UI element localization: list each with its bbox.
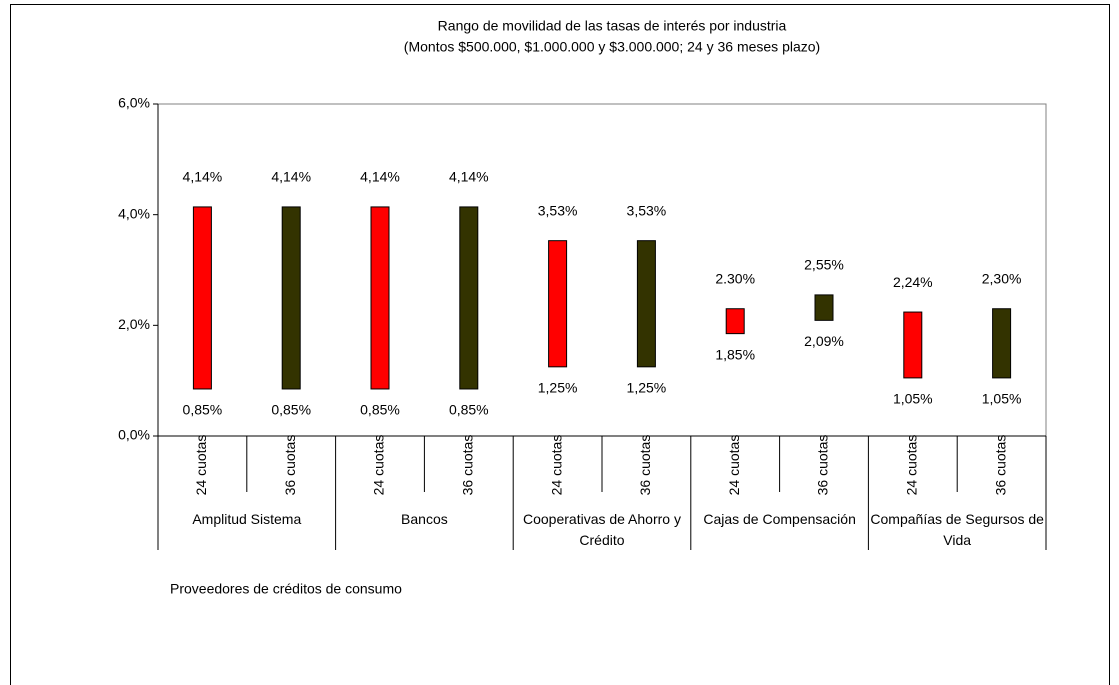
range-bar — [636, 240, 656, 368]
low-label: 1,25% — [538, 380, 578, 396]
group-label: Amplitud Sistema — [192, 511, 302, 527]
range-bar — [992, 308, 1012, 379]
x-tick-label: 36 cuotas — [992, 435, 1008, 496]
x-tick-label: 36 cuotas — [282, 435, 298, 496]
range-bar — [281, 206, 301, 390]
group-label: Compañías de Segursos de Vida — [870, 511, 1044, 548]
group-label: Cajas de Compensación — [703, 511, 856, 527]
x-tick-label: 36 cuotas — [815, 435, 831, 496]
group-label-box: Cooperativas de Ahorro y Crédito — [522, 511, 681, 548]
range-bar — [370, 206, 390, 390]
range-bar — [459, 206, 479, 390]
y-tick-label: 0,0% — [118, 427, 150, 443]
group-label: Cooperativas de Ahorro y Crédito — [522, 511, 681, 548]
high-label: 3,53% — [627, 202, 667, 218]
low-label: 1,25% — [627, 380, 667, 396]
high-label: 4,14% — [449, 169, 489, 185]
low-label: 0,85% — [449, 402, 489, 418]
low-label: 1,05% — [982, 391, 1022, 407]
range-bar — [192, 206, 212, 390]
group-label-box: Bancos — [401, 511, 448, 527]
group-label-box: Amplitud Sistema — [192, 511, 302, 527]
x-tick-label: 24 cuotas — [904, 435, 920, 496]
range-bar — [548, 240, 568, 368]
low-label: 2,09% — [804, 333, 844, 349]
x-tick-label: 24 cuotas — [548, 435, 564, 496]
high-label: 2,30% — [982, 270, 1022, 286]
high-label: 2.30% — [715, 270, 755, 286]
group-label-box: Compañías de Segursos de Vida — [870, 511, 1044, 548]
range-bar — [725, 308, 745, 335]
x-tick-label: 24 cuotas — [726, 435, 742, 496]
high-label: 2,55% — [804, 257, 844, 273]
high-label: 2,24% — [893, 274, 933, 290]
y-tick-label: 2,0% — [118, 316, 150, 332]
high-label: 4,14% — [360, 169, 400, 185]
group-label-box: Cajas de Compensación — [703, 511, 856, 527]
low-label: 0,85% — [183, 402, 223, 418]
chart-title: Rango de movilidad de las tasas de inter… — [438, 18, 787, 34]
x-axis-label: Proveedores de créditos de consumo — [170, 581, 402, 597]
x-tick-label: 36 cuotas — [637, 435, 653, 496]
low-label: 0,85% — [360, 402, 400, 418]
range-bar — [814, 294, 834, 321]
y-tick-label: 6,0% — [118, 95, 150, 111]
low-label: 0,85% — [271, 402, 311, 418]
y-tick-label: 4,0% — [118, 205, 150, 221]
x-tick-label: 24 cuotas — [193, 435, 209, 496]
x-tick-label: 36 cuotas — [460, 435, 476, 496]
high-label: 3,53% — [538, 202, 578, 218]
low-label: 1,85% — [715, 346, 755, 362]
group-label: Bancos — [401, 511, 448, 527]
high-label: 4,14% — [271, 169, 311, 185]
high-label: 4,14% — [183, 169, 223, 185]
x-tick-label: 24 cuotas — [371, 435, 387, 496]
chart-subtitle: (Montos $500.000, $1.000.000 y $3.000.00… — [404, 39, 820, 55]
low-label: 1,05% — [893, 391, 933, 407]
range-bar — [903, 311, 923, 379]
